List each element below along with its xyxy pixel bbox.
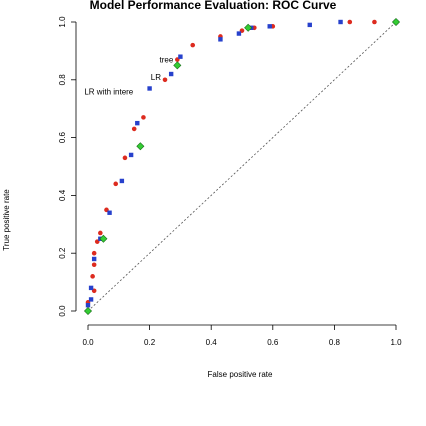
x-tick-label: 1.0 xyxy=(390,338,402,347)
data-point-red xyxy=(131,126,137,132)
y-tick-label: 0.0 xyxy=(58,305,67,317)
y-axis: 0.0 0.2 0.4 0.6 0.8 1.0 xyxy=(58,16,77,317)
data-point-blue xyxy=(128,152,134,158)
data-point-blue xyxy=(236,31,242,36)
data-point-red xyxy=(372,19,377,25)
data-point-blue xyxy=(338,19,343,25)
data-point-blue xyxy=(307,22,312,28)
y-axis-label: True positive rate xyxy=(2,189,11,251)
data-point-red xyxy=(91,250,97,256)
data-point-blue xyxy=(119,178,125,184)
y-tick-label: 0.6 xyxy=(58,131,67,143)
chart-title: Model Performance Evaluation: ROC Curve xyxy=(90,0,337,12)
data-point-green xyxy=(99,234,108,243)
data-point-green xyxy=(136,142,145,151)
data-point-green xyxy=(173,61,182,70)
data-point-blue xyxy=(88,297,94,302)
x-axis-label: False positive rate xyxy=(208,370,273,379)
data-point-blue xyxy=(91,256,97,262)
data-point-blue xyxy=(168,71,174,77)
data-point-blue xyxy=(147,86,152,91)
data-point-red xyxy=(113,181,119,187)
data-point-blue xyxy=(178,54,183,59)
annotation-label: LR xyxy=(151,73,161,82)
data-point-blue xyxy=(107,210,112,215)
data-point-red xyxy=(90,274,95,279)
data-point-blue xyxy=(267,24,272,29)
annotation-label: tree xyxy=(160,56,174,65)
x-tick-label: 0.0 xyxy=(82,338,94,347)
series-blue xyxy=(85,19,399,308)
annotation-label: LR with intere xyxy=(84,87,133,96)
plot-area: tree LR LR with intere xyxy=(83,17,401,316)
data-point-blue xyxy=(135,120,140,126)
data-point-blue xyxy=(88,285,94,291)
x-tick-label: 0.8 xyxy=(329,338,341,347)
data-point-green xyxy=(83,306,93,316)
data-point-red xyxy=(98,230,103,236)
data-point-green xyxy=(391,17,401,27)
x-tick-label: 0.6 xyxy=(267,338,279,347)
data-point-red xyxy=(162,77,168,83)
data-point-blue xyxy=(218,37,223,42)
data-point-blue xyxy=(85,303,91,308)
y-tick-label: 1.0 xyxy=(58,16,67,28)
data-point-red xyxy=(141,115,146,120)
x-axis: 0.0 0.2 0.4 0.6 0.8 1.0 xyxy=(82,324,402,347)
y-tick-label: 0.8 xyxy=(58,74,67,86)
y-tick-label: 0.2 xyxy=(58,247,67,259)
data-point-red xyxy=(347,19,353,25)
data-point-red xyxy=(190,42,196,48)
data-point-red xyxy=(91,262,97,268)
diagonal-reference-line xyxy=(87,21,397,312)
data-point-red xyxy=(122,155,128,161)
data-point-green xyxy=(244,23,253,32)
series-green xyxy=(83,17,401,316)
y-tick-label: 0.4 xyxy=(58,189,67,201)
x-tick-label: 0.2 xyxy=(144,338,156,347)
x-tick-label: 0.4 xyxy=(206,338,218,347)
